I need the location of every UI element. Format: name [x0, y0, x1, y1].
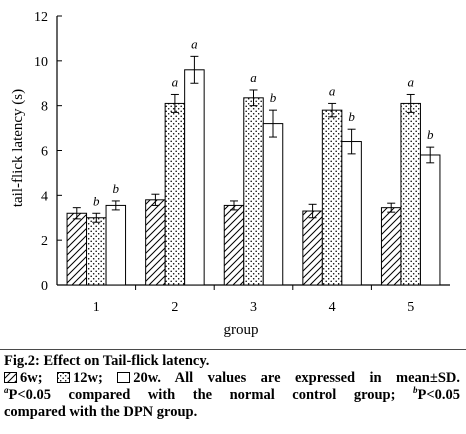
significance-mark: a: [407, 74, 414, 89]
significance-mark: a: [191, 36, 198, 51]
x-axis-label: group: [224, 322, 259, 338]
bar-6w-group-1: [66, 212, 88, 286]
note-a: P<0.05 compared with the normal control …: [8, 387, 396, 403]
significance-mark: a: [172, 74, 179, 89]
y-tick-label: 0: [41, 279, 48, 294]
bar-12w-group-1: [86, 217, 107, 286]
significance-mark: b: [113, 181, 120, 196]
bar-20w-group-1: [105, 204, 127, 286]
y-tick-label: 8: [41, 100, 48, 115]
significance-mark: b: [270, 90, 277, 105]
legend-label-6w: 6w;: [20, 370, 43, 386]
note-b: P<0.05: [417, 387, 461, 403]
bar-6w-group-4: [302, 210, 323, 286]
x-tick-label: 3: [250, 300, 257, 315]
sup-b: b: [413, 385, 418, 396]
bar-12w-group-4: [321, 109, 343, 286]
x-tick-label: 4: [329, 300, 336, 315]
bar-12w-group-2: [164, 102, 186, 286]
bar-20w-group-4: [341, 141, 362, 286]
y-tick-label: 12: [34, 10, 48, 25]
legend-label-20w: 20w.: [133, 370, 162, 386]
bar-12w-group-5: [400, 102, 421, 286]
y-tick-label: 2: [41, 234, 48, 249]
significance-mark: a: [329, 83, 336, 98]
significance-mark: b: [427, 127, 434, 142]
caption-last-line: compared with the DPN group.: [4, 404, 198, 420]
significance-mark: b: [348, 109, 355, 124]
bar-6w-group-2: [145, 199, 166, 286]
bar-6w-group-5: [380, 207, 402, 286]
y-tick-label: 4: [41, 189, 48, 204]
significance-mark: a: [250, 70, 257, 85]
y-tick-label: 6: [41, 145, 48, 160]
caption-significance-line: aP<0.05 compared with the normal control…: [4, 385, 461, 404]
x-tick-label: 5: [407, 300, 414, 315]
significance-mark: b: [93, 193, 100, 208]
caption-legend-line: 6w; 12w; 20w. All values are expressed i…: [4, 370, 460, 387]
bar-20w-group-2: [184, 69, 205, 286]
bar-20w-group-3: [262, 123, 284, 286]
x-tick-label: 1: [93, 300, 100, 315]
figure-caption: Fig.2: Effect on Tail-flick latency. 6w;…: [0, 349, 466, 434]
legend-label-12w: 12w;: [72, 370, 103, 386]
sup-a: a: [4, 385, 9, 396]
caption-title: Fig.2: Effect on Tail-flick latency.: [4, 353, 210, 369]
y-tick-label: 10: [34, 55, 48, 70]
caption-values-note: All values are expressed in mean±SD.: [174, 370, 460, 386]
bar-6w-group-3: [223, 204, 245, 286]
legend-swatch-6w: [4, 372, 17, 383]
legend-swatch-20w: [117, 372, 131, 383]
bar-12w-group-3: [243, 97, 264, 286]
legend-swatch-12w: [56, 372, 70, 383]
bar-20w-group-5: [419, 154, 441, 286]
x-tick-label: 2: [171, 300, 178, 315]
y-axis-label: tail-flick latency (s): [10, 89, 26, 207]
